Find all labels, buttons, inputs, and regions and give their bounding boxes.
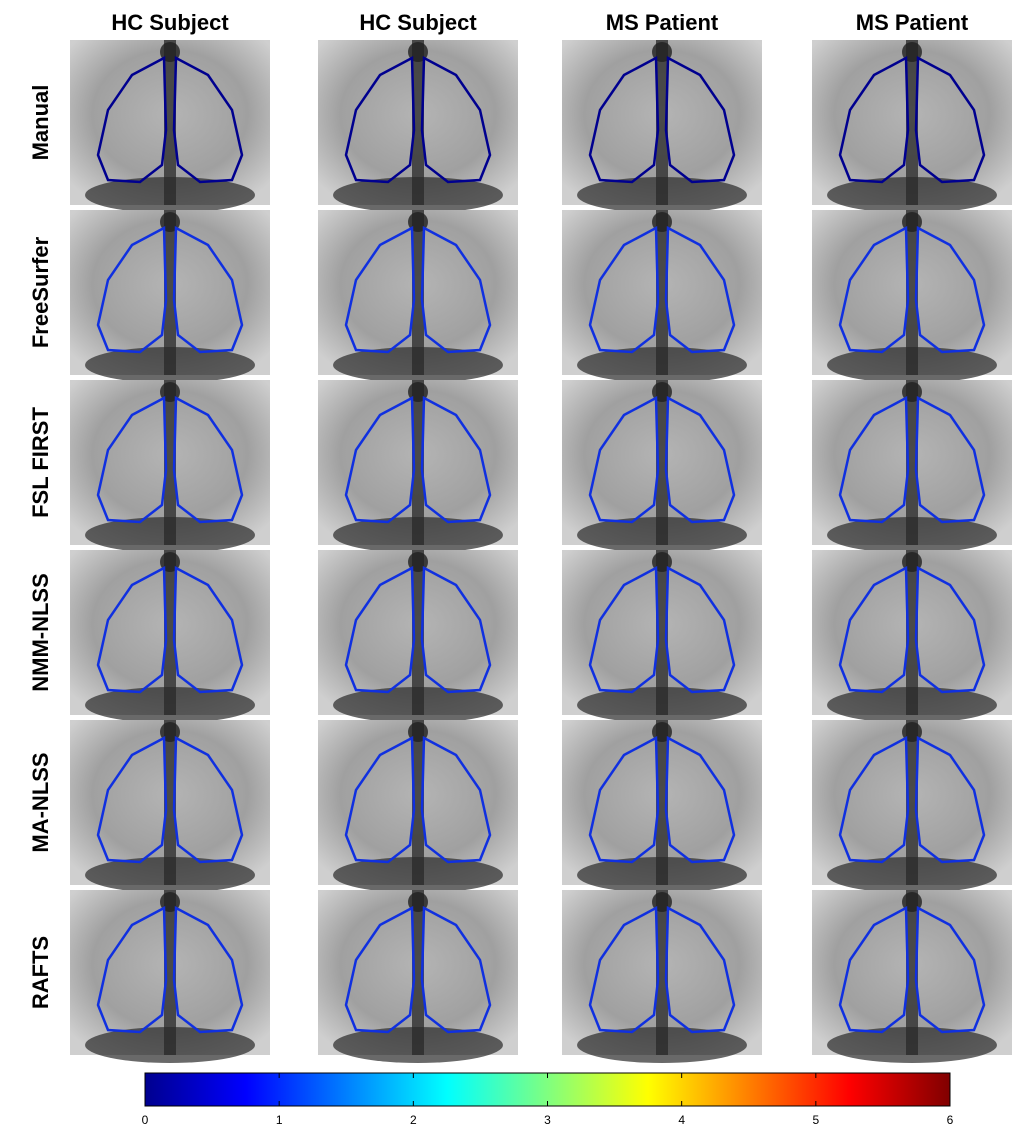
mri-image (318, 550, 518, 723)
colorbar-tick-label: 6 (947, 1113, 954, 1127)
colorbar-tick-label: 5 (812, 1113, 819, 1127)
mri-image (70, 890, 270, 1063)
lower-dark (577, 857, 747, 893)
colorbar-tick-label: 0 (142, 1113, 149, 1127)
row-label: Manual (28, 85, 53, 161)
lower-dark (577, 517, 747, 553)
mri-image (562, 890, 762, 1063)
mri-image (562, 40, 762, 213)
lower-dark (577, 177, 747, 213)
lower-dark (333, 347, 503, 383)
lower-dark (85, 177, 255, 213)
mri-image (562, 380, 762, 553)
figure: HC Subject HC Subject MS Patient MS Patient… (0, 0, 1014, 1130)
mri-image (562, 210, 762, 383)
mri-image (562, 550, 762, 723)
row-label: FreeSurfer (28, 236, 53, 348)
row-label: MA-NLSS (28, 752, 53, 852)
lower-dark (333, 177, 503, 213)
mri-image (70, 40, 270, 213)
mri-image (812, 720, 1012, 893)
column-header: MS Patient (856, 10, 969, 35)
lower-dark (827, 177, 997, 213)
mri-image (318, 380, 518, 553)
mri-image (70, 720, 270, 893)
lower-dark (85, 1027, 255, 1063)
mri-image (70, 380, 270, 553)
lower-dark (85, 347, 255, 383)
lower-dark (333, 857, 503, 893)
mri-image (318, 40, 518, 213)
mri-image (318, 210, 518, 383)
page: {"columns": ["HC Subject", "HC Subject",… (0, 0, 1014, 1130)
lower-dark (333, 687, 503, 723)
lower-dark (85, 687, 255, 723)
lower-dark (827, 687, 997, 723)
mri-image (812, 210, 1012, 383)
colorbar-tick-label: 4 (678, 1113, 685, 1127)
column-header: HC Subject (111, 10, 229, 35)
mri-image (318, 720, 518, 893)
lower-dark (827, 1027, 997, 1063)
lower-dark (333, 517, 503, 553)
mri-image (812, 550, 1012, 723)
lower-dark (577, 687, 747, 723)
lower-dark (827, 517, 997, 553)
colorbar-tick-label: 2 (410, 1113, 417, 1127)
lower-dark (827, 347, 997, 383)
lower-dark (577, 347, 747, 383)
mri-image (70, 210, 270, 383)
mri-image (812, 40, 1012, 213)
lower-dark (85, 857, 255, 893)
row-label: NMM-NLSS (28, 573, 53, 692)
lower-dark (85, 517, 255, 553)
mri-image (70, 550, 270, 723)
row-label: FSL FIRST (28, 407, 53, 518)
row-label: RAFTS (28, 936, 53, 1009)
lower-dark (333, 1027, 503, 1063)
colorbar-tick-label: 1 (276, 1113, 283, 1127)
column-header: MS Patient (606, 10, 719, 35)
mri-image (812, 380, 1012, 553)
column-header: HC Subject (359, 10, 477, 35)
colorbar-tick-label: 3 (544, 1113, 551, 1127)
mri-image (562, 720, 762, 893)
lower-dark (827, 857, 997, 893)
lower-dark (577, 1027, 747, 1063)
mri-image (318, 890, 518, 1063)
mri-image (812, 890, 1012, 1063)
